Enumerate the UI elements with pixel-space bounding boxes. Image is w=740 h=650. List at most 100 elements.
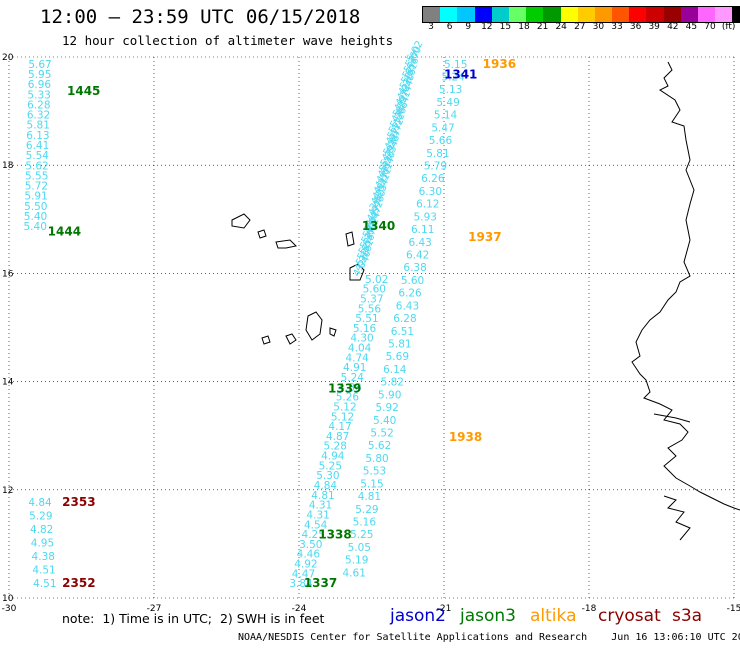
swh-value: 4.47	[292, 568, 315, 580]
swh-value: 5.05	[348, 542, 371, 554]
pass-time-label: 2353	[62, 495, 95, 509]
swh-value: 6.26	[421, 173, 445, 185]
swh-value: 5.29	[29, 511, 52, 523]
latitude-tick-label: 14	[2, 378, 14, 388]
santiago-island	[305, 311, 323, 341]
pass-time-label: 2352	[62, 576, 95, 590]
scale-label: 21	[536, 22, 549, 32]
swh-value: 5.53	[363, 466, 386, 478]
swh-value: 5.79	[424, 161, 447, 173]
swh-value: 4.92	[294, 559, 317, 571]
swh-value: 4.95	[31, 538, 54, 550]
scale-swatch	[543, 7, 561, 22]
swh-value: 6.26	[398, 288, 422, 300]
scale-swatch	[457, 7, 475, 22]
longitude-tick-label: -30	[2, 604, 17, 614]
swh-value: 5.62	[368, 440, 391, 452]
pass-time-label: 1936	[483, 57, 516, 71]
swh-value: 3.50	[299, 539, 322, 551]
swh-value: 6.11	[411, 224, 434, 236]
swh-value: 4.30	[350, 333, 373, 345]
swh-value: 5.24	[441, 72, 465, 84]
swh-value: 5.69	[386, 351, 409, 363]
swh-value: 5.95	[28, 69, 51, 81]
swh-value: 5.12	[333, 401, 356, 413]
swh-value: 5.26	[336, 392, 360, 404]
swh-value: 5.55	[25, 170, 48, 182]
scale-swatch	[715, 7, 733, 22]
swh-value: 5.60	[401, 275, 424, 287]
legend-jason3: jason3	[460, 606, 516, 626]
swh-value: 6.12	[416, 199, 439, 211]
scale-swatch	[594, 7, 613, 22]
swh-value: 5.52	[370, 428, 393, 440]
boa-vista-island	[349, 263, 365, 281]
cape-verde-islands	[231, 213, 365, 345]
scale-swatch	[423, 7, 441, 22]
swh-value: 4.91	[343, 362, 366, 374]
credit-line: NOAA/NESDIS Center for Satellite Applica…	[238, 632, 740, 643]
scale-label: 39	[648, 22, 660, 32]
swh-value: 4.74	[345, 352, 369, 364]
swh-value: 4.94	[321, 451, 345, 463]
swh-value: 6.96	[28, 79, 52, 91]
scale-swatch	[663, 7, 681, 22]
scale-label: 18	[518, 22, 530, 32]
pass-time-labels: 1445 1444 2353 2352 1341 1340 1339 1338 1337 1936…	[48, 57, 516, 590]
swh-value: 4.38	[32, 551, 55, 563]
swh-value: 6.28	[27, 99, 50, 111]
legend-jason2: jason2	[390, 606, 446, 626]
swh-value: 5.93	[414, 211, 437, 223]
swh-value: 5.02	[365, 274, 388, 286]
swh-value: 5.62	[25, 160, 48, 172]
swh-value: 5.40	[24, 211, 47, 223]
swh-value: 5.90	[378, 389, 401, 401]
swh-value: 5.15	[360, 478, 383, 490]
swh-value: 5.91	[24, 191, 47, 203]
scale-label: 45	[685, 22, 698, 32]
swh-value: 5.19	[345, 555, 368, 567]
swh-value: 5.47	[431, 122, 454, 134]
pass-time-label: 1444	[48, 225, 81, 239]
graticule-grid	[8, 56, 735, 599]
swh-value: 5.66	[429, 135, 453, 147]
swh-value: 5.40	[24, 221, 47, 233]
brava-island	[261, 335, 271, 345]
swh-value: 6.28	[393, 313, 416, 325]
gambia-estuary	[653, 413, 691, 423]
swh-value: 4.51	[33, 578, 56, 590]
scale-swatch	[646, 7, 664, 22]
swh-value: 5.40	[373, 415, 396, 427]
map-title: 12:00 – 23:59 UTC 06/15/2018	[40, 6, 361, 28]
swh-value: 4.31	[306, 509, 329, 521]
swh-value: 4.84	[28, 497, 52, 509]
swh-value: 5.12	[331, 411, 354, 423]
swh-value: 6.51	[391, 326, 414, 338]
swh-value: 4.81	[358, 491, 381, 503]
track-1936-1938: 5.155.245.135.495.145.475.665.815.796.26…	[343, 59, 468, 580]
scale-label: 33	[611, 22, 623, 32]
swh-value: 6.41	[26, 140, 49, 152]
pass-time-label: 1338	[318, 527, 351, 541]
swh-value: 6.30	[419, 186, 442, 198]
scale-label: 12	[481, 22, 493, 32]
longitude-tick-label: -21	[437, 604, 452, 614]
santo-antao-island	[231, 213, 251, 229]
swh-value: 4.17	[328, 421, 351, 433]
scale-swatch	[474, 7, 492, 22]
swh-value: 6.38	[403, 262, 426, 274]
sal-island	[345, 231, 355, 247]
latitude-tick-label: 12	[2, 486, 13, 496]
longitude-tick-label: -15	[727, 604, 740, 614]
swh-value: 6.43	[408, 237, 431, 249]
swh-value: 5.14	[434, 110, 458, 122]
altimeter-tracks: 5.675.956.965.336.286.325.816.136.415.54…	[24, 39, 468, 590]
maio-island	[329, 327, 337, 337]
scale-swatch	[680, 7, 698, 22]
map-subtitle: 12 hour collection of altimeter wave hei…	[62, 33, 394, 48]
swh-value: 5.56	[358, 303, 382, 315]
scale-swatch	[612, 7, 630, 22]
wave-height-scale-labels: 3 6 9 12 15 18 21 24 27 30 33 36 39 42 45 70 (ft)	[422, 22, 738, 36]
swh-value: 3.84	[289, 578, 313, 590]
